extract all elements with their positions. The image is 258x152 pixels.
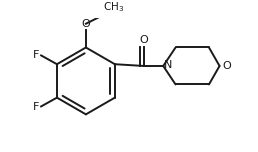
Text: N: N xyxy=(164,60,173,70)
Text: F: F xyxy=(33,50,39,60)
Text: O: O xyxy=(140,35,148,45)
Text: O: O xyxy=(82,19,90,29)
Text: O: O xyxy=(222,61,231,71)
Text: CH$_3$: CH$_3$ xyxy=(103,0,124,14)
Text: F: F xyxy=(33,102,39,112)
